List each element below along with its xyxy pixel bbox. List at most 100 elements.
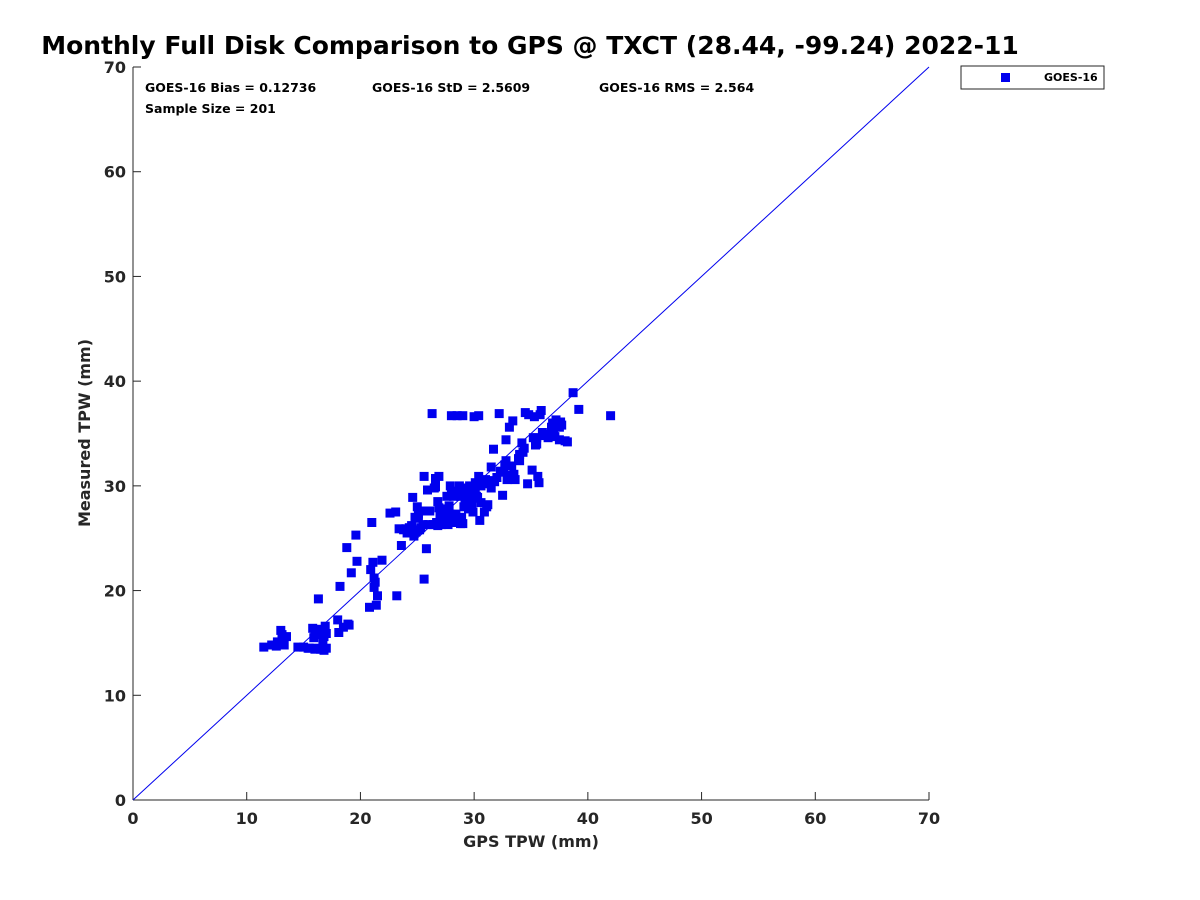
data-point: [549, 426, 559, 436]
data-point: [279, 640, 289, 650]
data-point: [293, 642, 303, 652]
std-stat: GOES-16 StD = 2.5609: [372, 80, 530, 95]
data-point: [523, 479, 533, 489]
data-point: [365, 602, 374, 612]
data-point: [451, 514, 461, 524]
data-point: [492, 473, 502, 482]
data-point: [532, 433, 542, 443]
data-point: [391, 507, 401, 517]
data-point: [272, 637, 282, 647]
legend-entry-goes16: GOES-16: [1044, 71, 1098, 84]
data-point: [489, 444, 498, 454]
data-point: [367, 518, 377, 527]
data-point: [434, 471, 444, 481]
data-point: [536, 406, 546, 415]
data-point: [529, 412, 539, 422]
data-point: [310, 625, 320, 635]
legend-marker-square: [1001, 73, 1010, 82]
data-point: [371, 600, 381, 610]
data-point: [519, 443, 529, 453]
y-tick-label: 20: [104, 582, 126, 601]
data-point: [476, 498, 486, 508]
data-point: [474, 471, 484, 481]
data-point: [470, 478, 480, 488]
data-point: [464, 486, 473, 496]
legend: GOES-16: [960, 65, 1105, 90]
data-point: [342, 543, 352, 553]
data-point: [366, 565, 376, 575]
y-tick-label: 70: [104, 58, 126, 77]
data-point: [532, 439, 542, 449]
y-tick-label: 10: [104, 686, 126, 705]
data-point: [407, 521, 417, 531]
data-point: [509, 469, 519, 479]
data-point: [510, 475, 520, 485]
data-point: [486, 462, 496, 472]
x-tick-label: 70: [918, 809, 940, 828]
data-point: [421, 544, 431, 554]
plot-area: [132, 67, 929, 801]
data-point: [392, 591, 402, 601]
y-tick-label: 60: [104, 163, 126, 182]
data-point: [442, 491, 452, 501]
y-tick-label: 0: [115, 791, 126, 810]
data-point: [469, 412, 479, 422]
data-point: [396, 541, 406, 550]
data-point: [504, 422, 514, 432]
data-point: [454, 481, 464, 491]
data-point: [370, 577, 380, 587]
data-point: [452, 411, 462, 421]
data-point: [333, 615, 343, 625]
x-tick-label: 30: [463, 809, 485, 828]
data-point: [475, 515, 485, 525]
data-point: [517, 438, 527, 448]
data-points: [259, 388, 616, 655]
data-point: [335, 581, 345, 591]
data-point: [457, 512, 467, 522]
data-point: [408, 492, 418, 502]
data-point: [501, 456, 511, 466]
data-point: [402, 528, 412, 538]
data-point: [474, 411, 484, 421]
data-point: [433, 497, 443, 507]
data-point: [423, 485, 432, 495]
data-point: [462, 491, 472, 501]
data-point: [369, 582, 379, 592]
y-tick-label: 30: [104, 477, 126, 496]
data-point: [425, 506, 435, 516]
data-point: [311, 643, 321, 653]
data-point: [419, 574, 429, 584]
data-point: [377, 555, 387, 565]
data-point: [456, 491, 465, 501]
data-point: [445, 481, 455, 491]
data-point: [319, 632, 329, 642]
sample-size-stat: Sample Size = 201: [145, 101, 276, 116]
data-point: [385, 508, 395, 518]
data-point: [534, 478, 544, 488]
x-tick-label: 0: [127, 809, 138, 828]
y-axis-label: Measured TPW (mm): [75, 339, 94, 527]
data-point: [431, 482, 440, 492]
data-point: [267, 640, 277, 650]
data-point: [467, 499, 477, 509]
data-point: [479, 507, 489, 517]
data-point: [309, 633, 319, 643]
data-point: [468, 507, 478, 517]
data-point: [460, 498, 470, 508]
x-tick-label: 60: [804, 809, 826, 828]
data-point: [334, 628, 344, 637]
data-point: [413, 513, 423, 523]
chart-title: Monthly Full Disk Comparison to GPS @ TX…: [41, 31, 1019, 60]
data-point: [465, 481, 475, 491]
data-point: [495, 466, 505, 476]
data-point: [515, 449, 525, 459]
data-point: [515, 456, 525, 466]
data-point: [346, 568, 356, 578]
data-point: [437, 507, 447, 517]
data-point: [568, 388, 578, 398]
data-point: [606, 411, 616, 421]
data-point: [417, 506, 427, 516]
y-tick-label: 50: [104, 267, 126, 286]
data-point: [419, 471, 429, 481]
